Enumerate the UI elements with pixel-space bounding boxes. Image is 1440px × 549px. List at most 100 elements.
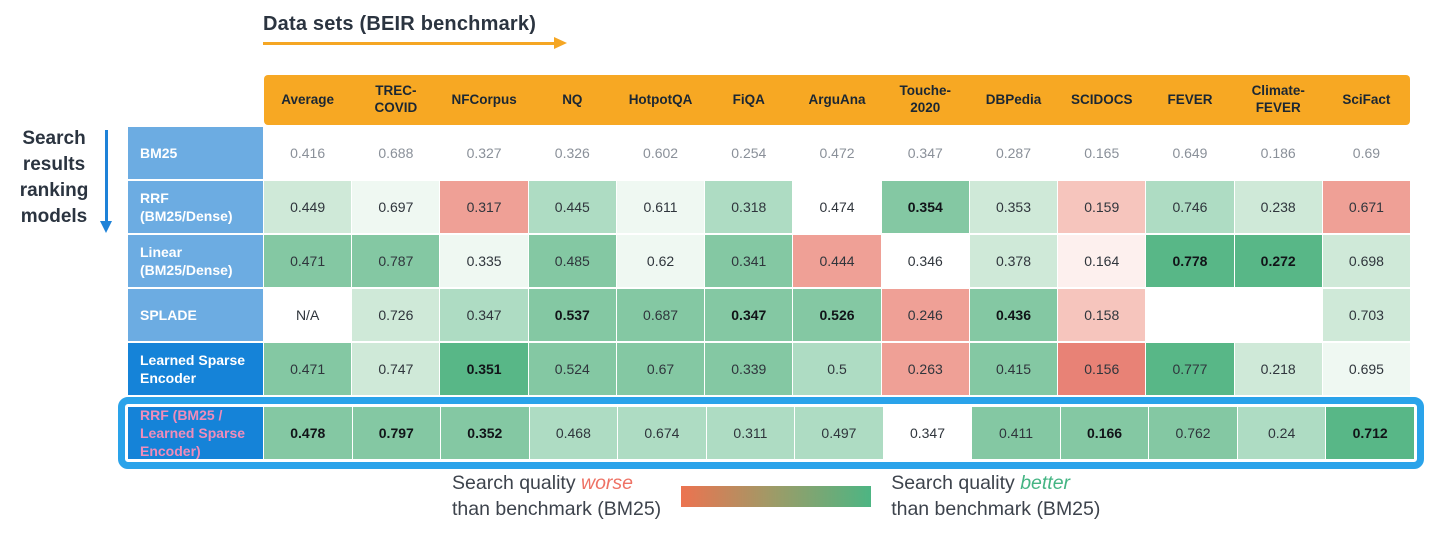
table-row: BM25 0.416 0.688 0.327 0.326 0.602 0.254 0.472 0… — [128, 127, 1411, 179]
column-header: NFCorpus — [451, 91, 517, 107]
value-cell: 0.254 — [705, 127, 793, 179]
value-cell: 0.69 — [1322, 127, 1411, 179]
legend-worse-label: Search quality worse than benchmark (BM2… — [452, 470, 661, 523]
legend-better-keyword: better — [1020, 472, 1071, 494]
value-cell: 0.777 — [1146, 343, 1234, 395]
legend-worse-prefix: Search quality — [452, 472, 581, 494]
value-cell: 0.671 — [1322, 181, 1411, 233]
heatmap-table: Average TREC-COVID NFCorpus NQ HotpotQA FiQA A… — [118, 75, 1424, 469]
legend: Search quality worse than benchmark (BM2… — [452, 470, 1100, 523]
legend-better-suffix: than benchmark (BM25) — [891, 498, 1101, 521]
table-row: Linear (BM25/Dense) 0.471 0.787 0.335 0.485 0… — [128, 235, 1411, 287]
highlight-box: RRF (BM25 / Learned Sparse Encoder) 0.478… — [118, 397, 1424, 469]
models-arrow-icon — [100, 130, 112, 233]
value-cell: 0.62 — [616, 235, 705, 287]
value-cell: 0.411 — [972, 407, 1060, 459]
value-cell: 0.497 — [795, 407, 883, 459]
row-label: Learned Sparse Encoder — [128, 343, 263, 395]
value-cell: 0.353 — [969, 181, 1058, 233]
value-cell: 0.478 — [264, 407, 352, 459]
table-body: BM25 0.416 0.688 0.327 0.326 0.602 0.254 0.472 0… — [118, 127, 1424, 469]
value-cell: 0.186 — [1234, 127, 1322, 179]
value-cell: 0.318 — [705, 181, 793, 233]
value-cell: 0.352 — [441, 407, 529, 459]
value-cell: 0.311 — [706, 407, 795, 459]
datasets-arrow-icon — [263, 37, 567, 49]
value-cell: 0.317 — [440, 181, 528, 233]
value-cell: 0.703 — [1322, 289, 1411, 341]
value-cell: 0.335 — [440, 235, 528, 287]
value-cell: 0.787 — [352, 235, 440, 287]
column-header: HotpotQA — [628, 91, 693, 107]
value-cell: 0.347 — [883, 407, 972, 459]
value-cell: N/A — [264, 289, 352, 341]
value-cell: 0.354 — [881, 181, 969, 233]
value-cell: 0.471 — [264, 235, 352, 287]
value-cell: 0.762 — [1149, 407, 1237, 459]
column-header: TREC-COVID — [374, 83, 418, 115]
value-cell: 0.378 — [969, 235, 1058, 287]
value-cell — [1234, 289, 1322, 341]
table-row: RRF (BM25/Dense) 0.449 0.697 0.317 0.445 0.61… — [128, 181, 1411, 233]
legend-gradient-bar — [681, 485, 872, 507]
table-row: RRF (BM25 / Learned Sparse Encoder) 0.478… — [128, 407, 1414, 459]
value-cell: 0.697 — [352, 181, 440, 233]
value-cell: 0.416 — [264, 127, 352, 179]
column-header: FiQA — [732, 91, 765, 107]
column-header: DBPedia — [985, 91, 1042, 107]
value-cell: 0.474 — [793, 181, 881, 233]
value-cell: 0.5 — [793, 343, 881, 395]
row-label: BM25 — [128, 127, 263, 179]
value-cell: 0.471 — [264, 343, 352, 395]
column-header: Touche-2020 — [899, 83, 952, 115]
value-cell: 0.24 — [1237, 407, 1326, 459]
value-cell: 0.218 — [1234, 343, 1322, 395]
legend-better-label: Search quality better than benchmark (BM… — [891, 470, 1100, 523]
value-cell: 0.524 — [528, 343, 616, 395]
legend-worse-suffix: than benchmark (BM25) — [452, 498, 662, 521]
column-header: Climate-FEVER — [1251, 83, 1305, 115]
value-cell: 0.415 — [969, 343, 1058, 395]
row-label: SPLADE — [128, 289, 263, 341]
legend-worse-keyword: worse — [581, 472, 634, 494]
value-cell: 0.166 — [1060, 407, 1149, 459]
value-cell: 0.346 — [881, 235, 969, 287]
value-cell: 0.698 — [1322, 235, 1411, 287]
row-label: Linear (BM25/Dense) — [128, 235, 263, 287]
table-row: Learned Sparse Encoder 0.471 0.747 0.351 0.5… — [128, 343, 1411, 395]
value-cell: 0.238 — [1234, 181, 1322, 233]
value-cell: 0.327 — [440, 127, 528, 179]
value-cell: 0.726 — [352, 289, 440, 341]
table-row: SPLADE N/A 0.726 0.347 0.537 0.687 0.347 0.526 0… — [128, 289, 1411, 341]
datasets-axis-title: Data sets (BEIR benchmark) — [263, 13, 537, 35]
header-spacer — [128, 75, 264, 125]
value-cell: 0.67 — [616, 343, 705, 395]
column-header: ArguAna — [808, 91, 866, 107]
value-cell: 0.746 — [1146, 181, 1234, 233]
value-cell: 0.712 — [1326, 407, 1414, 459]
column-header-row: Average TREC-COVID NFCorpus NQ HotpotQA FiQA A… — [128, 75, 1410, 125]
value-cell: 0.341 — [705, 235, 793, 287]
value-cell: 0.436 — [969, 289, 1058, 341]
value-cell: 0.165 — [1058, 127, 1146, 179]
value-cell: 0.695 — [1322, 343, 1411, 395]
value-cell: 0.468 — [529, 407, 618, 459]
value-cell: 0.444 — [793, 235, 881, 287]
value-cell: 0.537 — [528, 289, 616, 341]
value-cell: 0.449 — [264, 181, 352, 233]
value-cell: 0.158 — [1058, 289, 1146, 341]
column-header: FEVER — [1167, 91, 1213, 107]
row-label: RRF (BM25 / Learned Sparse Encoder) — [128, 407, 263, 459]
value-cell: 0.602 — [616, 127, 705, 179]
value-cell: 0.351 — [440, 343, 528, 395]
column-header: SCIDOCS — [1070, 91, 1133, 107]
column-header: SciFact — [1342, 91, 1391, 107]
value-cell: 0.611 — [616, 181, 705, 233]
value-cell: 0.326 — [528, 127, 616, 179]
value-cell: 0.339 — [705, 343, 793, 395]
value-cell: 0.747 — [352, 343, 440, 395]
value-cell: 0.287 — [969, 127, 1058, 179]
value-cell: 0.485 — [528, 235, 616, 287]
value-cell: 0.159 — [1058, 181, 1146, 233]
value-cell: 0.688 — [352, 127, 440, 179]
